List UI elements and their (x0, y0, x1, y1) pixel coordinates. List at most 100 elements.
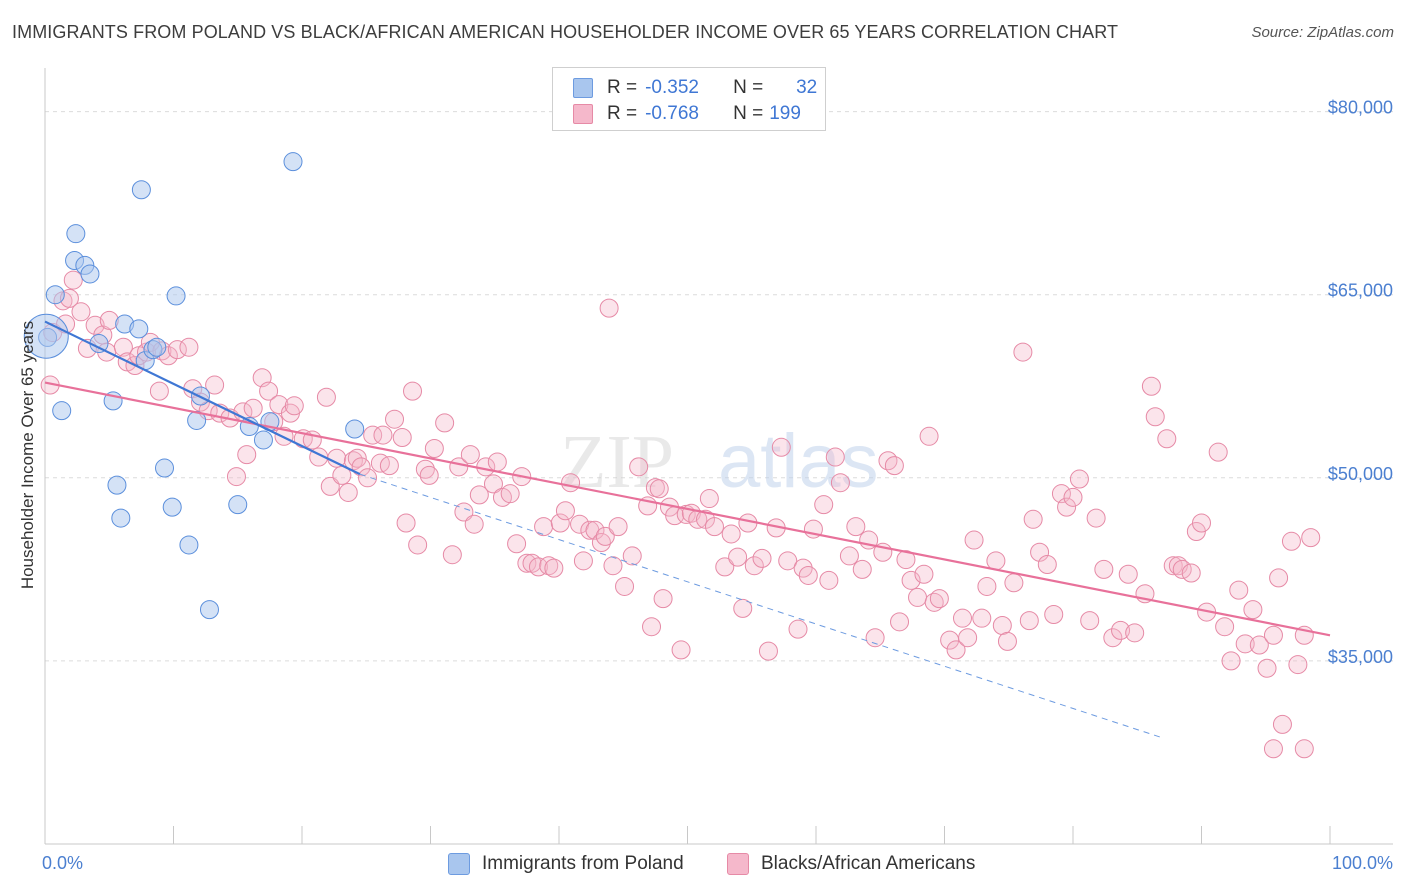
point-black (830, 473, 850, 493)
point-poland (199, 600, 219, 620)
point-black (603, 556, 623, 576)
source-label: Source: ZipAtlas.com (1251, 24, 1394, 41)
point-black (914, 564, 934, 584)
legend-r-label: R = (607, 77, 638, 98)
point-black (327, 448, 347, 468)
point-black (469, 485, 489, 505)
point-black (890, 612, 910, 632)
point-poland (147, 337, 167, 357)
point-black (788, 619, 808, 639)
y-tick-label: $65,000 (1328, 281, 1393, 301)
bottom-legend-swatch-black (727, 853, 749, 875)
point-black (1118, 564, 1138, 584)
point-poland (52, 401, 72, 421)
legend-n-value: 32 (796, 77, 818, 98)
bottom-legend-label-poland: Immigrants from Poland (482, 853, 684, 874)
point-black (1243, 600, 1263, 620)
point-black (771, 437, 791, 457)
point-black (814, 495, 834, 515)
point-black (419, 465, 439, 485)
point-black (1019, 611, 1039, 631)
point-black (1086, 508, 1106, 528)
point-black (517, 553, 537, 573)
legend-row-black: R = -0.768 N = 199 (573, 102, 801, 126)
point-black (528, 557, 548, 577)
point-black (320, 476, 340, 496)
point-black (649, 479, 669, 499)
point-black (1013, 342, 1033, 362)
point-black (63, 270, 83, 290)
point-poland (179, 535, 199, 555)
x-tick-label: 100.0% (1332, 853, 1393, 873)
point-black (642, 617, 662, 637)
point-black (1044, 605, 1064, 625)
point-black (964, 530, 984, 550)
bottom-legend-swatch-poland (448, 853, 470, 875)
point-black (758, 641, 778, 661)
point-black (351, 457, 371, 477)
point-black (237, 445, 257, 465)
point-black (408, 535, 428, 555)
point-black (85, 315, 105, 335)
point-black (1229, 580, 1249, 600)
point-black (704, 517, 724, 537)
point-black (1288, 655, 1308, 675)
point-poland (23, 313, 69, 359)
point-black (179, 337, 199, 357)
point-black (585, 520, 605, 540)
point-poland (228, 495, 248, 515)
point-black (259, 381, 279, 401)
point-black (919, 426, 939, 446)
point-poland (45, 285, 65, 305)
point-black (1141, 376, 1161, 396)
axes (44, 68, 1393, 845)
point-poland (111, 508, 131, 528)
y-tick-label: $80,000 (1328, 98, 1393, 118)
point-black (392, 428, 412, 448)
trend-line-poland-extension (359, 473, 1161, 738)
point-black (839, 546, 859, 566)
point-black (653, 589, 673, 609)
point-black (373, 425, 393, 445)
point-poland (162, 497, 182, 517)
point-black (952, 608, 972, 628)
point-black (865, 628, 885, 648)
point-black (1257, 658, 1277, 678)
point-black (599, 298, 619, 318)
point-black (1094, 559, 1114, 579)
watermark-zip: ZIP (560, 420, 674, 504)
point-black (487, 452, 507, 472)
point-black (363, 425, 383, 445)
legend-swatch-black (573, 104, 593, 124)
point-poland (155, 458, 175, 478)
point-black (316, 387, 336, 407)
point-black (358, 468, 378, 488)
bottom-legend-black: Blacks/African Americans (727, 851, 975, 877)
point-poland (129, 319, 149, 339)
point-black (733, 598, 753, 618)
point-black (454, 502, 474, 522)
point-black (284, 396, 304, 416)
point-black (435, 413, 455, 433)
point-poland (131, 180, 151, 200)
point-black (1063, 487, 1083, 507)
point-black (522, 553, 542, 573)
legend-swatch-poland (573, 78, 593, 98)
y-tick-label: $50,000 (1328, 464, 1393, 484)
point-black (896, 550, 916, 570)
point-black (1030, 542, 1050, 562)
point-black (464, 514, 484, 534)
point-black (728, 547, 748, 567)
point-black (1281, 531, 1301, 551)
point-black (149, 381, 169, 401)
gridlines (45, 111, 1393, 662)
point-black (878, 451, 898, 471)
legend-n-label: N = (733, 103, 764, 124)
legend-row-poland: R = -0.352 N = 32 (573, 76, 817, 100)
point-black (500, 484, 520, 504)
trend-line-poland (44, 320, 361, 476)
point-black (972, 608, 992, 628)
point-black (744, 556, 764, 576)
x-tick-label: 0.0% (42, 853, 83, 873)
